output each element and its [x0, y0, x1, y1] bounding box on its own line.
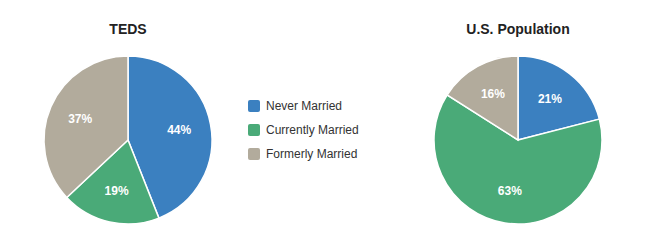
pie: U.S. Population: [434, 21, 602, 224]
legend-swatch: [248, 148, 260, 160]
chart-title: TEDS: [109, 21, 146, 37]
data-label: 21%: [538, 92, 562, 106]
data-label: 16%: [481, 87, 505, 101]
pie-slice: [44, 56, 128, 198]
chart-canvas: TEDS 44% 19% 37% U.S. Population 21% 63% 16% Nev…: [0, 0, 650, 247]
data-label: 44%: [167, 123, 191, 137]
chart-title: U.S. Population: [466, 21, 569, 37]
legend-label: Never Married: [266, 99, 342, 113]
data-label: 37%: [68, 112, 92, 126]
legend-swatch: [248, 100, 260, 112]
pie: TEDS: [44, 21, 212, 224]
data-labels: 21% 63% 16%: [481, 87, 562, 198]
legend: Never Married Currently Married Formerly M…: [248, 99, 359, 161]
data-labels: 44% 19% 37%: [68, 112, 191, 198]
data-label: 63%: [498, 184, 522, 198]
legend-label: Currently Married: [266, 123, 359, 137]
pie-slice: [447, 56, 518, 140]
legend-label: Formerly Married: [266, 147, 357, 161]
legend-swatch: [248, 124, 260, 136]
data-label: 19%: [105, 184, 129, 198]
